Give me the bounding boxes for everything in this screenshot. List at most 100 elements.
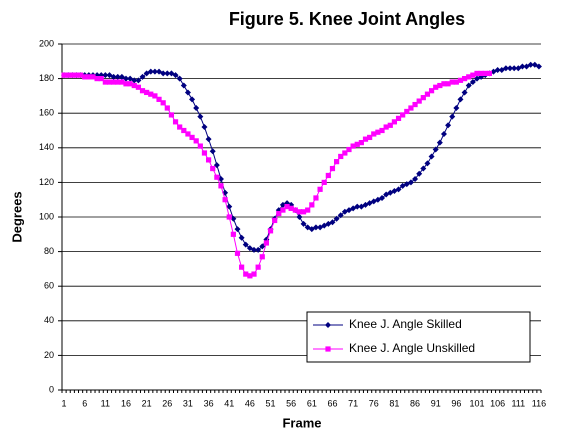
data-point bbox=[313, 195, 319, 201]
x-tick-label: 116 bbox=[532, 398, 546, 408]
data-point bbox=[164, 70, 171, 77]
data-point bbox=[453, 79, 459, 85]
data-point bbox=[177, 124, 183, 130]
data-point bbox=[400, 112, 406, 118]
x-tick-label: 1 bbox=[62, 398, 67, 408]
data-point bbox=[226, 214, 232, 220]
x-tick-label: 61 bbox=[307, 398, 317, 408]
data-point bbox=[407, 179, 414, 186]
data-point bbox=[102, 72, 109, 79]
data-point bbox=[184, 89, 191, 96]
data-point bbox=[445, 122, 452, 129]
data-point bbox=[164, 105, 170, 111]
x-tick-label: 71 bbox=[348, 398, 358, 408]
data-point bbox=[474, 70, 480, 77]
data-point bbox=[65, 72, 71, 78]
data-point bbox=[432, 146, 439, 153]
data-point bbox=[151, 68, 158, 75]
data-point bbox=[197, 113, 204, 120]
data-point bbox=[404, 108, 410, 115]
data-point bbox=[263, 240, 270, 246]
data-point bbox=[300, 209, 307, 215]
data-point bbox=[469, 79, 476, 86]
y-tick-label: 100 bbox=[39, 211, 54, 221]
data-point bbox=[213, 162, 220, 169]
y-tick-label: 140 bbox=[39, 142, 54, 152]
data-point bbox=[395, 186, 402, 193]
data-point bbox=[362, 136, 369, 142]
data-point bbox=[478, 70, 484, 77]
data-point bbox=[251, 271, 257, 277]
data-point bbox=[193, 138, 199, 144]
data-point bbox=[449, 79, 455, 85]
data-point bbox=[214, 174, 220, 180]
legend-box bbox=[306, 311, 531, 363]
data-point bbox=[420, 165, 427, 172]
data-point bbox=[123, 75, 130, 82]
legend-label: Knee J. Angle Unskilled bbox=[349, 341, 475, 355]
data-point bbox=[507, 65, 514, 72]
data-point bbox=[160, 70, 167, 77]
data-point bbox=[148, 91, 154, 97]
x-tick-label: 21 bbox=[142, 398, 152, 408]
x-tick-label: 66 bbox=[327, 398, 337, 408]
data-point bbox=[383, 124, 389, 130]
data-point bbox=[86, 74, 92, 80]
series-line bbox=[64, 72, 490, 277]
y-tick-label: 180 bbox=[39, 73, 54, 83]
data-point bbox=[172, 119, 179, 125]
data-point bbox=[172, 72, 179, 79]
data-point bbox=[193, 105, 200, 112]
x-tick-label: 31 bbox=[183, 398, 193, 408]
data-point bbox=[259, 254, 265, 260]
data-point bbox=[217, 175, 224, 182]
data-point bbox=[440, 130, 447, 137]
data-point bbox=[379, 127, 385, 134]
data-point bbox=[305, 207, 311, 213]
data-point bbox=[255, 246, 262, 253]
data-point bbox=[325, 172, 331, 179]
data-point bbox=[395, 115, 402, 121]
x-tick-label: 111 bbox=[511, 398, 525, 408]
data-point bbox=[61, 72, 67, 78]
data-point bbox=[197, 143, 203, 149]
data-point bbox=[457, 96, 464, 103]
y-tick-label: 200 bbox=[39, 38, 54, 48]
data-point bbox=[119, 79, 125, 85]
data-point bbox=[114, 73, 121, 80]
data-point bbox=[106, 79, 113, 85]
x-tick-label: 86 bbox=[410, 398, 420, 408]
data-point bbox=[312, 224, 319, 231]
data-point bbox=[135, 77, 142, 84]
x-tick-label: 76 bbox=[369, 398, 379, 408]
data-point bbox=[267, 228, 274, 234]
data-point bbox=[457, 77, 464, 83]
data-point bbox=[115, 79, 121, 85]
data-point bbox=[424, 160, 431, 167]
data-point bbox=[139, 73, 146, 80]
data-point bbox=[337, 212, 344, 219]
data-point bbox=[239, 264, 245, 270]
data-point bbox=[346, 146, 352, 153]
data-point bbox=[135, 84, 141, 90]
data-point bbox=[110, 73, 117, 80]
y-tick-label: 80 bbox=[44, 246, 54, 256]
legend-marker bbox=[325, 346, 331, 352]
y-tick-label: 20 bbox=[44, 350, 54, 360]
data-point bbox=[205, 157, 212, 163]
data-point bbox=[123, 81, 129, 87]
data-point bbox=[111, 79, 117, 85]
x-tick-label: 96 bbox=[451, 398, 461, 408]
data-point bbox=[201, 124, 208, 131]
data-point bbox=[412, 101, 418, 108]
data-point bbox=[73, 72, 80, 78]
data-point bbox=[502, 65, 509, 72]
data-point bbox=[189, 96, 196, 103]
data-point bbox=[466, 74, 472, 80]
data-point bbox=[309, 202, 315, 208]
data-point bbox=[445, 81, 451, 87]
data-point bbox=[292, 207, 298, 213]
legend-marker bbox=[325, 322, 331, 328]
data-point bbox=[90, 74, 96, 80]
